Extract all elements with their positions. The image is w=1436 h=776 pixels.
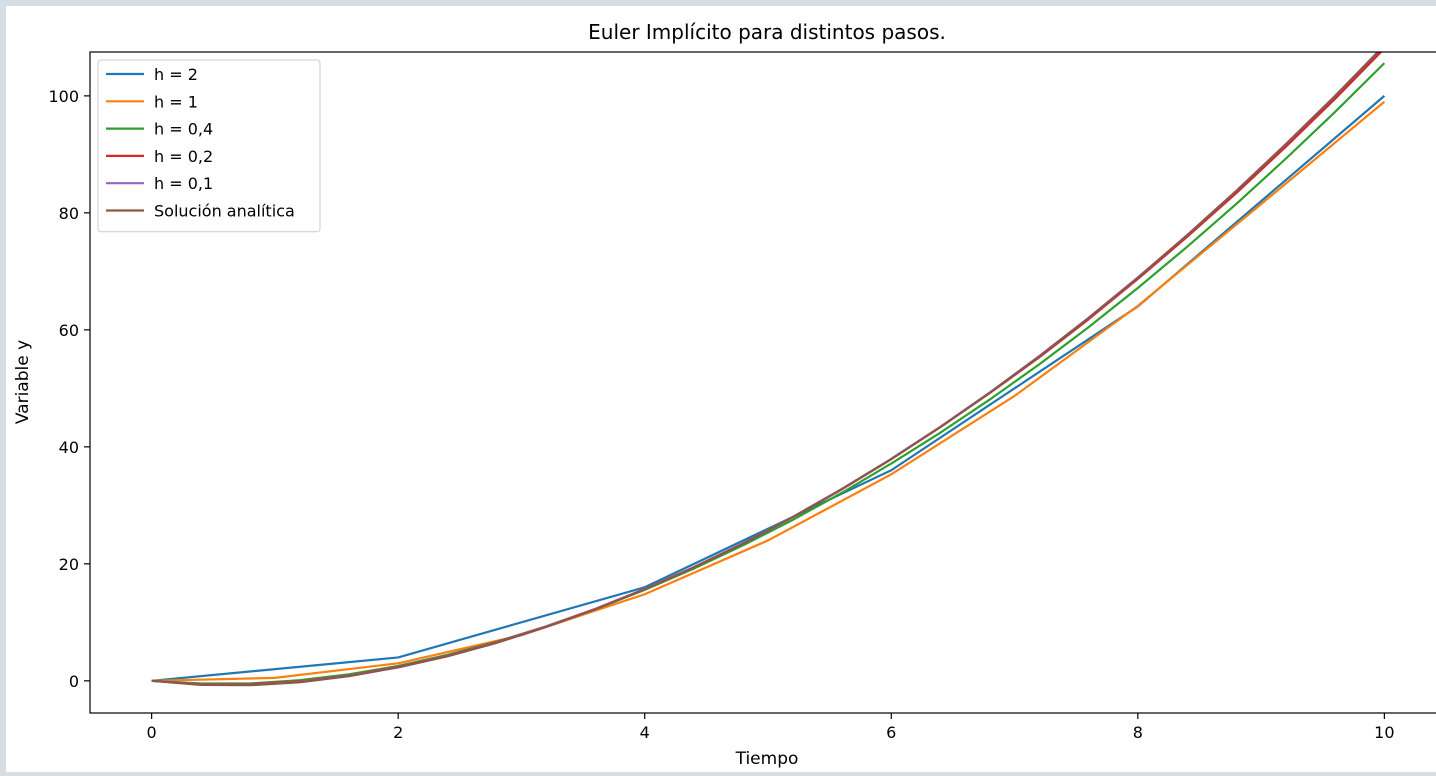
legend-label-0: h = 2 (154, 65, 198, 84)
legend: h = 2 h = 1 h = 0,4 h = 0,2 h = 0,1 Solución … (97, 59, 321, 233)
plot-frame (89, 51, 1436, 714)
y-axis-label: Variable y (13, 340, 33, 424)
legend-label-3: h = 0,2 (154, 147, 213, 166)
y-tick-label: 40 (59, 438, 79, 457)
figure-frame: Euler Implícito para distintos pasos. 0 2… (6, 6, 1436, 772)
x-tick-label: 2 (393, 723, 403, 742)
series-line-4 (151, 52, 1380, 687)
y-tick-label: 0 (69, 672, 79, 691)
y-tick-label: 60 (59, 321, 79, 340)
y-tick-label: 20 (59, 555, 79, 574)
legend-label-2: h = 0,4 (154, 120, 213, 139)
legend-box (97, 59, 321, 233)
y-tick-label: 100 (48, 87, 79, 106)
series-line-2 (151, 62, 1386, 685)
series-line-0 (151, 95, 1386, 682)
x-tick-label: 8 (1133, 723, 1143, 742)
legend-label-5: Solución analítica (154, 202, 295, 221)
x-tick-label: 10 (1374, 723, 1394, 742)
series-line-5 (151, 52, 1380, 687)
x-tick-label: 0 (147, 723, 157, 742)
legend-label-4: h = 0,1 (154, 174, 213, 193)
x-axis-label: Tiempo (735, 749, 799, 769)
x-axis: 0 2 4 6 8 10 (147, 713, 1395, 742)
x-tick-label: 4 (640, 723, 650, 742)
line-chart: Euler Implícito para distintos pasos. 0 2… (13, 20, 1436, 769)
y-axis: 0 20 40 60 80 100 (48, 87, 90, 691)
series-line-3 (151, 52, 1383, 686)
series-line-1 (151, 100, 1386, 682)
plot-area (89, 51, 1436, 714)
legend-label-1: h = 1 (154, 92, 198, 111)
y-tick-label: 80 (59, 204, 79, 223)
x-tick-label: 6 (886, 723, 896, 742)
chart-title: Euler Implícito para distintos pasos. (588, 20, 946, 44)
